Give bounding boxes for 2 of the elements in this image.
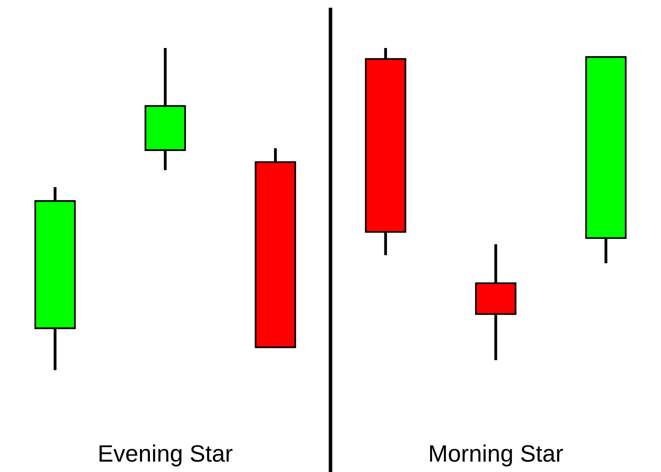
text: Morning Star — [430, 444, 563, 466]
text: Evening Star — [100, 444, 232, 466]
